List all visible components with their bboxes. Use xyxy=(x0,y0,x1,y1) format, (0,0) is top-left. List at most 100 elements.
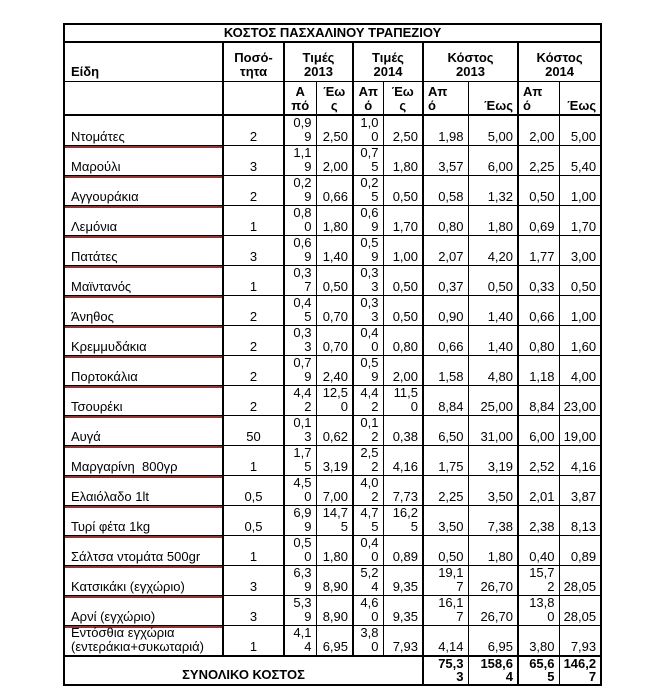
price-2013-from-cell: 0,3 7 xyxy=(283,265,317,296)
cost-2014-to-cell: 0,50 xyxy=(558,265,602,296)
price-2014-to-cell: 9,35 xyxy=(382,565,424,596)
cost-2013-to-cell: 7,38 xyxy=(467,505,519,536)
cost-2014-to-cell: 1,60 xyxy=(558,325,602,356)
cost-2013-to-cell: 4,20 xyxy=(467,235,519,266)
quantity-cell: 2 xyxy=(222,385,285,416)
cost-2014-from-cell: 0,66 xyxy=(517,295,560,326)
cost-2013-from-cell: 3,50 xyxy=(422,505,469,536)
table-row: Αγγουράκια 2 0,2 9 0,66 0,2 5 0,50 0,58 1,32 0,5… xyxy=(63,175,602,206)
cost-2014-to-cell: 23,00 xyxy=(558,385,602,416)
table-row: Μαρούλι 3 1,1 9 2,00 0,7 5 1,80 3,57 6,00 2,25 5,… xyxy=(63,145,602,176)
price-2013-from-cell: 0,1 3 xyxy=(283,415,317,446)
price-2014-to-cell: 1,00 xyxy=(382,235,424,266)
cost-2014-to-cell: 4,00 xyxy=(558,355,602,386)
cost-2013-to-cell: 26,70 xyxy=(467,595,519,626)
cost-2013-from-cell: 2,25 xyxy=(422,475,469,506)
quantity-cell: 2 xyxy=(222,114,285,146)
cost-2013-to-cell: 31,00 xyxy=(467,415,519,446)
price-2014-to-cell: 0,80 xyxy=(382,325,424,356)
cost-2013-from-cell: 19,1 7 xyxy=(422,565,469,596)
quantity-cell: 1 xyxy=(222,205,285,236)
price-2014-from-cell: 4,0 2 xyxy=(352,475,384,506)
price-2013-from-cell: 0,4 5 xyxy=(283,295,317,326)
subheader-from-cost-2014: Απ ό xyxy=(517,81,560,116)
item-name-cell: Μαργαρίνη 800γρ xyxy=(63,445,224,476)
table-footer: ΣΥΝΟΛΙΚΟ ΚΟΣΤΟΣ 75,3 3 158,6 4 65,6 5 14… xyxy=(63,655,602,686)
cost-2014-from-cell: 2,00 xyxy=(517,114,560,146)
cost-2013-to-cell: 4,80 xyxy=(467,355,519,386)
price-2013-to-cell: 3,19 xyxy=(315,445,354,476)
total-cost-2013-from: 75,3 3 xyxy=(422,655,469,686)
price-2013-to-cell: 12,5 0 xyxy=(315,385,354,416)
quantity-cell: 2 xyxy=(222,325,285,356)
column-group-row: Είδη Ποσό- τητα Τιμές 2013 Τιμές 2014 Κό… xyxy=(63,41,602,82)
table-row: Πορτοκάλια 2 0,7 9 2,40 0,5 9 2,00 1,58 4,80 1,1… xyxy=(63,355,602,386)
price-2014-from-cell: 0,7 5 xyxy=(352,145,384,176)
table-body: Ντομάτες 2 0,9 9 2,50 1,0 0 2,50 1,98 5,00 2,00 5… xyxy=(63,114,602,657)
total-label: ΣΥΝΟΛΙΚΟ ΚΟΣΤΟΣ xyxy=(63,655,424,686)
cost-2013-from-cell: 0,66 xyxy=(422,325,469,356)
table-row: Κατσικάκι (εγχώριο) 3 6,3 9 8,90 5,2 4 9,35 19… xyxy=(63,565,602,596)
price-2013-from-cell: 4,5 0 xyxy=(283,475,317,506)
cost-2014-to-cell: 7,93 xyxy=(558,625,602,657)
item-name-cell: Αγγουράκια xyxy=(63,175,224,206)
cost-2013-from-cell: 4,14 xyxy=(422,625,469,657)
price-2014-from-cell: 0,5 9 xyxy=(352,355,384,386)
quantity-cell: 2 xyxy=(222,175,285,206)
price-2014-from-cell: 5,2 4 xyxy=(352,565,384,596)
price-2013-from-cell: 0,7 9 xyxy=(283,355,317,386)
price-2014-to-cell: 0,50 xyxy=(382,175,424,206)
price-2014-to-cell: 1,80 xyxy=(382,145,424,176)
price-2014-to-cell: 2,00 xyxy=(382,355,424,386)
price-2013-from-cell: 0,8 0 xyxy=(283,205,317,236)
quantity-cell: 2 xyxy=(222,355,285,386)
col-header-prices-2014: Τιμές 2014 xyxy=(352,41,424,82)
price-2013-from-cell: 6,9 9 xyxy=(283,505,317,536)
subheader-from-prices-2013: Α πό xyxy=(283,81,317,116)
table-row: Τσουρέκι 2 4,4 2 12,5 0 4,4 2 11,5 0 8,84 25,00… xyxy=(63,385,602,416)
cost-2013-to-cell: 6,00 xyxy=(467,145,519,176)
cost-2013-from-cell: 1,75 xyxy=(422,445,469,476)
price-2014-from-cell: 4,4 2 xyxy=(352,385,384,416)
cost-2013-to-cell: 1,80 xyxy=(467,535,519,566)
price-2013-to-cell: 0,50 xyxy=(315,265,354,296)
cost-2014-from-cell: 15,7 2 xyxy=(517,565,560,596)
price-2014-from-cell: 0,3 3 xyxy=(352,295,384,326)
item-name-cell: Άνηθος xyxy=(63,295,224,326)
price-2013-to-cell: 8,90 xyxy=(315,595,354,626)
price-2014-to-cell: 2,50 xyxy=(382,114,424,146)
cost-2013-to-cell: 1,40 xyxy=(467,295,519,326)
subheader-from-cost-2013: Απ ό xyxy=(422,81,469,116)
cost-2014-from-cell: 3,80 xyxy=(517,625,560,657)
price-2014-from-cell: 0,1 2 xyxy=(352,415,384,446)
price-2014-to-cell: 0,50 xyxy=(382,265,424,296)
cost-2014-to-cell: 3,00 xyxy=(558,235,602,266)
quantity-cell: 1 xyxy=(222,535,285,566)
price-2014-to-cell: 11,5 0 xyxy=(382,385,424,416)
price-2014-to-cell: 16,2 5 xyxy=(382,505,424,536)
subheader-to-prices-2013: Έω ς xyxy=(315,81,354,116)
col-header-quantity: Ποσό- τητα xyxy=(222,41,285,82)
cost-2014-to-cell: 0,89 xyxy=(558,535,602,566)
item-name-cell: Μαρούλι xyxy=(63,145,224,176)
table-row: Ντομάτες 2 0,9 9 2,50 1,0 0 2,50 1,98 5,00 2,00 5… xyxy=(63,114,602,146)
cost-2013-from-cell: 2,07 xyxy=(422,235,469,266)
table-header: ΚΟΣΤΟΣ ΠΑΣΧΑΛΙΝΟΥ ΤΡΑΠΕΖΙΟΥ Είδη Ποσό- τ… xyxy=(63,23,602,116)
item-name-cell: Αυγά xyxy=(63,415,224,446)
price-2013-to-cell: 14,7 5 xyxy=(315,505,354,536)
price-2013-to-cell: 7,00 xyxy=(315,475,354,506)
cost-2013-to-cell: 0,50 xyxy=(467,265,519,296)
price-2013-from-cell: 5,3 9 xyxy=(283,595,317,626)
col-header-prices-2013: Τιμές 2013 xyxy=(283,41,354,82)
cost-2013-from-cell: 1,98 xyxy=(422,114,469,146)
cost-2014-from-cell: 13,8 0 xyxy=(517,595,560,626)
price-2014-from-cell: 3,8 0 xyxy=(352,625,384,657)
quantity-cell: 3 xyxy=(222,235,285,266)
cost-2014-from-cell: 8,84 xyxy=(517,385,560,416)
cost-2014-from-cell: 2,38 xyxy=(517,505,560,536)
col-header-items: Είδη xyxy=(63,41,224,82)
price-2013-to-cell: 6,95 xyxy=(315,625,354,657)
price-2014-from-cell: 1,0 0 xyxy=(352,114,384,146)
price-2013-from-cell: 1,7 5 xyxy=(283,445,317,476)
cost-2013-from-cell: 0,37 xyxy=(422,265,469,296)
